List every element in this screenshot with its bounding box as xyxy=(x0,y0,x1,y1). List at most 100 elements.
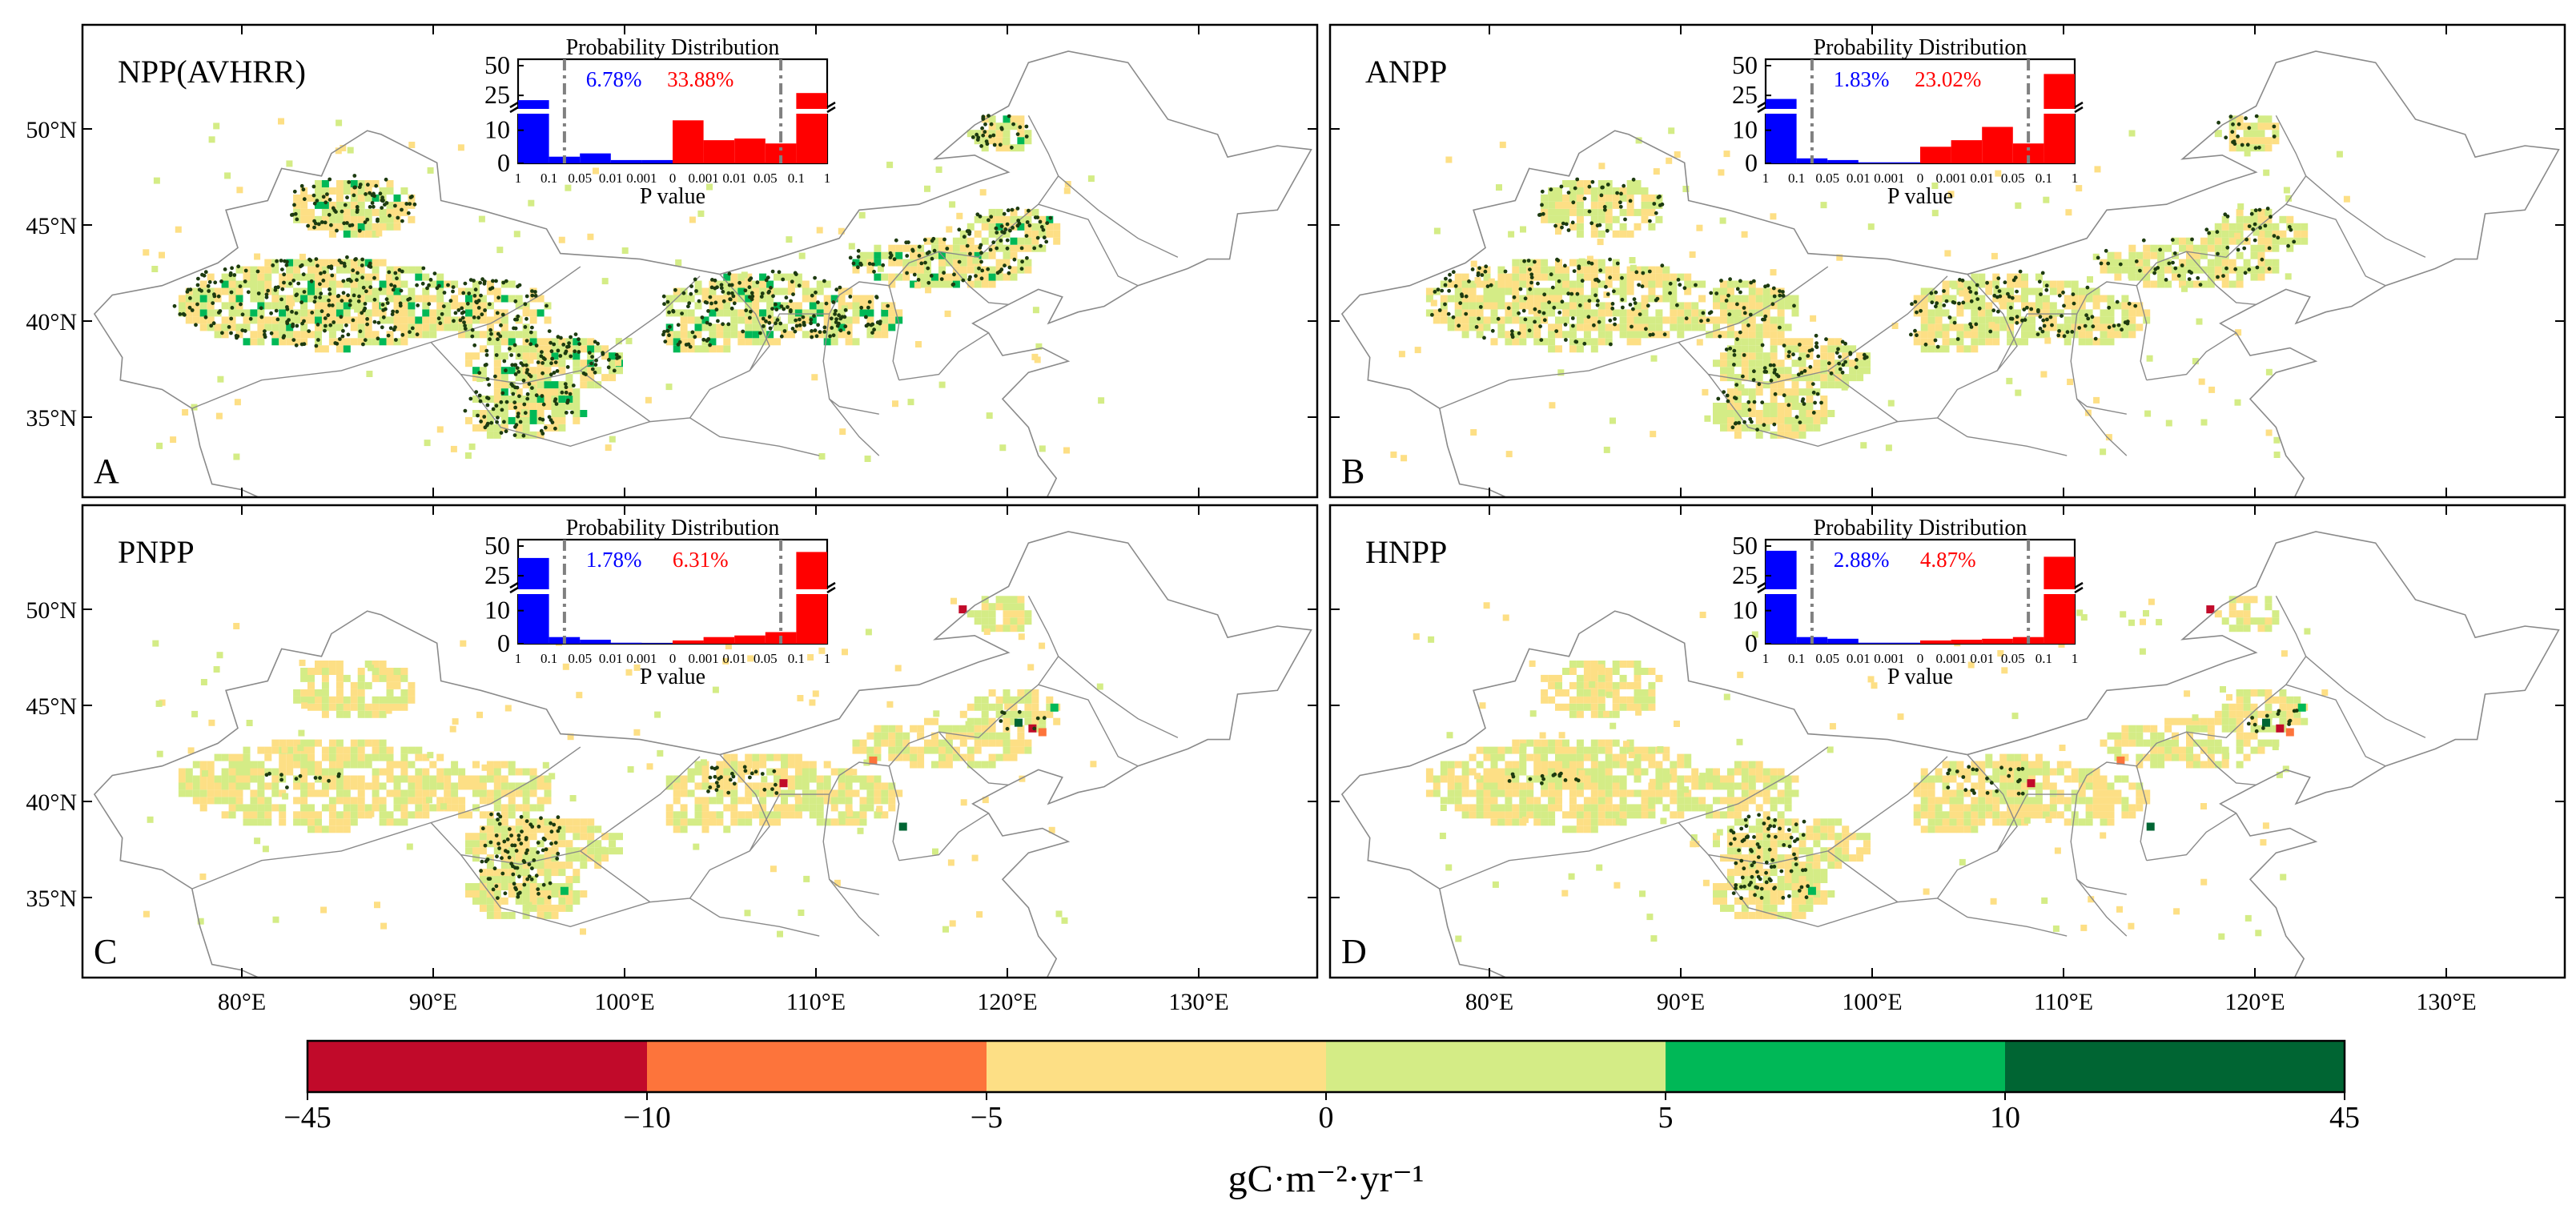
map-cell xyxy=(1519,338,1527,346)
map-cell xyxy=(300,811,308,819)
significance-dot xyxy=(926,250,931,255)
map-cell xyxy=(1533,316,1541,324)
map-cell xyxy=(2042,323,2050,331)
map-cell xyxy=(1791,295,1799,303)
significance-dot xyxy=(1836,347,1840,351)
map-cell xyxy=(2043,196,2050,203)
significance-dot xyxy=(661,332,665,337)
map-cell xyxy=(1927,309,1935,317)
map-cell xyxy=(1512,316,1520,324)
map-cell xyxy=(529,904,537,912)
map-cell xyxy=(1533,331,1541,339)
map-cell xyxy=(2265,429,2273,436)
map-cell xyxy=(809,768,817,776)
map-cell xyxy=(1483,266,1491,274)
map-cell xyxy=(609,840,617,848)
significance-dot xyxy=(2041,318,2046,323)
map-cell xyxy=(2071,280,2079,288)
map-cell xyxy=(981,215,989,223)
map-cell xyxy=(515,804,523,812)
significance-dot xyxy=(1732,353,1737,357)
map-cell xyxy=(1583,323,1591,331)
map-cell xyxy=(350,703,358,711)
map-cell xyxy=(2265,223,2273,231)
significance-dot xyxy=(1934,304,1938,309)
map-cell xyxy=(1590,194,1598,202)
map-cell xyxy=(859,797,867,805)
map-cell xyxy=(1017,603,1025,611)
significance-dot xyxy=(762,324,766,328)
significance-dot xyxy=(1553,223,1557,228)
map-cell xyxy=(544,847,552,855)
map-cell xyxy=(1947,191,1955,198)
significance-dot xyxy=(2141,238,2146,243)
map-cell xyxy=(1956,331,1964,339)
map-cell xyxy=(544,424,552,432)
map-cell xyxy=(1720,302,1727,310)
map-cell xyxy=(279,280,287,288)
map-cell xyxy=(781,768,788,776)
map-cell xyxy=(845,775,853,783)
map-cell xyxy=(787,811,795,819)
significance-dot xyxy=(1569,291,1574,296)
map-cell xyxy=(1813,367,1821,375)
significance-dot xyxy=(571,384,576,388)
map-cell xyxy=(1806,403,1814,410)
map-cell xyxy=(343,710,351,718)
map-cell xyxy=(321,710,329,718)
map-cell xyxy=(2100,338,2108,346)
map-cell xyxy=(794,797,802,805)
panel-frame xyxy=(1328,23,2566,499)
significance-dot xyxy=(415,332,420,337)
map-cell xyxy=(372,703,380,711)
map-cell xyxy=(328,775,336,783)
province-boundary xyxy=(1038,203,1139,287)
map-cell xyxy=(845,287,853,295)
significance-dot xyxy=(1007,271,1011,275)
map-cell xyxy=(816,804,824,812)
map-cell xyxy=(1548,302,1556,310)
map-cell xyxy=(408,309,416,317)
map-cell xyxy=(544,890,552,898)
map-cell xyxy=(2121,331,2129,339)
map-cell xyxy=(1891,323,1899,329)
map-cell xyxy=(243,316,251,324)
positive-bar xyxy=(796,93,827,163)
map-cell xyxy=(400,338,408,346)
map-cell xyxy=(357,280,365,288)
map-cell xyxy=(1755,345,1763,353)
significance-dot xyxy=(1605,183,1610,187)
map-cell xyxy=(609,833,617,841)
map-cell xyxy=(787,782,795,790)
map-cell xyxy=(235,287,243,295)
map-cell xyxy=(2035,273,2043,281)
significance-dot xyxy=(301,272,306,277)
map-cell xyxy=(781,797,788,805)
significance-dot xyxy=(988,247,993,252)
map-cell xyxy=(759,331,767,339)
significance-dot xyxy=(689,291,693,296)
map-cell xyxy=(573,825,581,833)
map-cell xyxy=(2272,259,2280,267)
significance-dot xyxy=(280,287,285,291)
significance-dot xyxy=(2023,318,2027,322)
map-cell xyxy=(1634,273,1642,281)
map-cell xyxy=(2092,253,2100,260)
map-cell xyxy=(257,746,265,754)
map-cell xyxy=(350,208,358,216)
map-cell xyxy=(221,789,229,797)
map-cell xyxy=(1648,280,1656,288)
map-cell xyxy=(866,804,874,812)
map-cell xyxy=(1777,388,1785,396)
significance-dot xyxy=(782,329,787,333)
province-boundary xyxy=(829,398,880,456)
map-cell xyxy=(328,323,336,331)
significance-dot xyxy=(509,353,513,357)
map-cell xyxy=(1017,739,1025,747)
significance-dot xyxy=(541,371,545,376)
map-cell xyxy=(798,252,806,259)
map-cell xyxy=(2250,137,2258,145)
map-cell xyxy=(444,316,452,324)
map-cell xyxy=(1949,338,1957,346)
map-cell xyxy=(1942,338,1950,346)
